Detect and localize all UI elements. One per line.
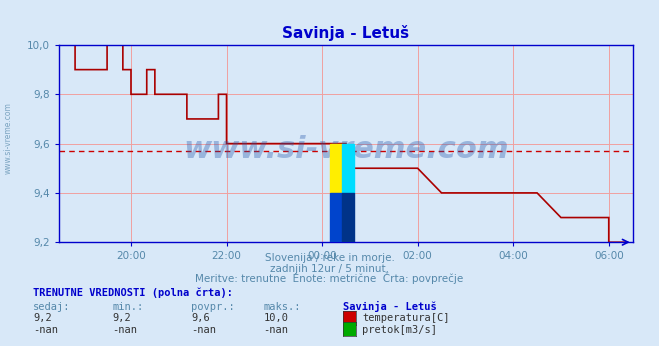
Bar xyxy=(342,193,354,242)
Text: Savinja - Letuš: Savinja - Letuš xyxy=(343,301,436,312)
Text: temperatura[C]: temperatura[C] xyxy=(362,313,450,323)
Bar xyxy=(330,193,342,242)
Bar xyxy=(330,144,342,193)
Text: 9,6: 9,6 xyxy=(191,313,210,323)
Text: 9,2: 9,2 xyxy=(112,313,130,323)
Text: -nan: -nan xyxy=(264,325,289,335)
Text: min.:: min.: xyxy=(112,302,143,312)
Text: 10,0: 10,0 xyxy=(264,313,289,323)
Text: zadnjih 12ur / 5 minut.: zadnjih 12ur / 5 minut. xyxy=(270,264,389,274)
Text: sedaj:: sedaj: xyxy=(33,302,71,312)
Text: www.si-vreme.com: www.si-vreme.com xyxy=(183,135,509,164)
Text: maks.:: maks.: xyxy=(264,302,301,312)
Title: Savinja - Letuš: Savinja - Letuš xyxy=(283,25,409,41)
Text: 9,2: 9,2 xyxy=(33,313,51,323)
Text: pretok[m3/s]: pretok[m3/s] xyxy=(362,325,438,335)
Text: -nan: -nan xyxy=(112,325,137,335)
Bar xyxy=(342,144,354,193)
Text: www.si-vreme.com: www.si-vreme.com xyxy=(3,102,13,174)
Text: Meritve: trenutne  Enote: metrične  Črta: povprečje: Meritve: trenutne Enote: metrične Črta: … xyxy=(195,272,464,284)
Text: povpr.:: povpr.: xyxy=(191,302,235,312)
Text: TRENUTNE VREDNOSTI (polna črta):: TRENUTNE VREDNOSTI (polna črta): xyxy=(33,287,233,298)
Text: -nan: -nan xyxy=(191,325,216,335)
Text: -nan: -nan xyxy=(33,325,58,335)
Text: Slovenija / reke in morje.: Slovenija / reke in morje. xyxy=(264,253,395,263)
